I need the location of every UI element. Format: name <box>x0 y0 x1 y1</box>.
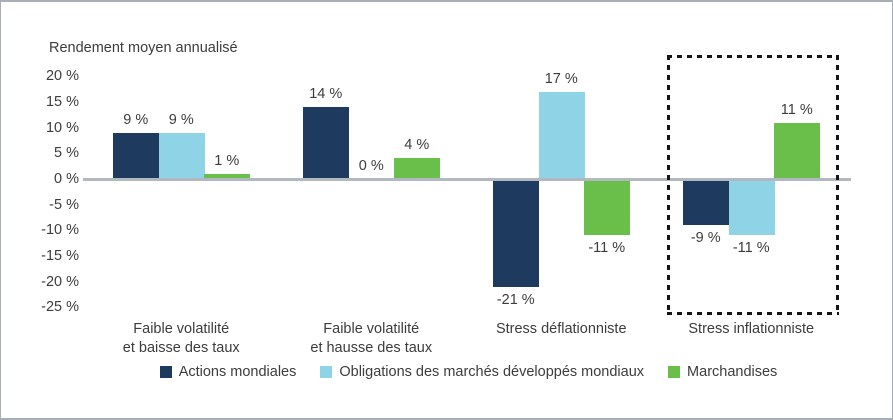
bar-value-label: -11 % <box>588 240 626 257</box>
legend-item: Obligations des marchés développés mondi… <box>320 364 644 380</box>
legend-label: Obligations des marchés développés mondi… <box>339 364 645 380</box>
bar-value-label: 14 % <box>309 86 343 103</box>
x-axis-category-label-line: Stress déflationniste <box>495 321 627 337</box>
chart-title: Rendement moyen annualisé <box>49 40 238 56</box>
legend-label: Marchandises <box>687 364 778 380</box>
y-axis-tick-label: -10 % <box>41 222 79 239</box>
y-axis-tick-label: 5 % <box>54 145 79 162</box>
x-axis-category-label: Faible volatilité et hausse des taux <box>261 320 481 358</box>
legend-label: Actions mondiales <box>178 364 297 380</box>
legend-swatch-icon <box>320 366 333 378</box>
bar-value-label: 9 % <box>168 111 194 128</box>
y-axis-tick-label: -20 % <box>41 273 79 290</box>
x-axis-category-label: Stress inflationniste <box>641 320 861 339</box>
y-axis-tick-label: -5 % <box>49 196 79 213</box>
x-axis-category-label: Faible volatilité et baisse des taux <box>71 320 291 358</box>
bar-value-label: 0 % <box>358 158 384 174</box>
legend-item: Marchandises <box>668 364 777 380</box>
highlight-box-top <box>667 55 839 58</box>
bar-obligations-des-march-s-d-velopp-s-mondiaux-cat3 <box>539 91 585 179</box>
y-axis-tick-label: 0 % <box>54 171 79 187</box>
bar-marchandises-cat4 <box>774 122 820 179</box>
legend-swatch-icon <box>668 366 681 378</box>
legend-item: Actions mondiales <box>159 364 297 380</box>
x-axis-category-label: Stress déflationniste <box>451 320 671 339</box>
highlight-box-bottom <box>667 312 839 315</box>
x-axis-category-label-line: et hausse des taux <box>310 340 433 356</box>
highlight-box-left <box>667 55 670 315</box>
y-axis-tick-label: 10 % <box>45 119 79 136</box>
bar-marchandises-cat2 <box>394 158 440 179</box>
bar-actions-mondiales-cat1 <box>113 132 159 179</box>
bar-marchandises-cat1 <box>204 173 250 179</box>
legend: Actions mondiales Obligations des marchés… <box>86 364 851 380</box>
bar-value-label: -9 % <box>690 230 721 247</box>
y-axis-tick-label: -25 % <box>41 299 79 316</box>
bar-value-label: 1 % <box>214 152 240 169</box>
bar-marchandises-cat3 <box>584 179 630 236</box>
bar-value-label: 9 % <box>123 111 149 128</box>
bar-value-label: 17 % <box>544 70 578 87</box>
x-axis-category-label-line: et baisse des taux <box>122 340 240 356</box>
bar-value-label: 4 % <box>404 137 430 154</box>
y-axis-tick-label: 20 % <box>45 68 79 85</box>
y-axis-tick-label: 15 % <box>45 94 79 110</box>
bar-actions-mondiales-cat4 <box>683 179 729 226</box>
y-axis-tick-label: -15 % <box>41 247 79 264</box>
bar-obligations-des-march-s-d-velopp-s-mondiaux-cat1 <box>159 132 205 179</box>
bar-value-label: -11 % <box>732 240 770 257</box>
bar-actions-mondiales-cat3 <box>493 179 539 287</box>
bar-actions-mondiales-cat2 <box>303 107 349 179</box>
highlight-box-right <box>836 55 839 315</box>
x-axis-category-label-line: Faible volatilité <box>323 321 420 337</box>
bar-obligations-des-march-s-d-velopp-s-mondiaux-cat4 <box>729 179 775 236</box>
x-axis-category-label-line: Stress inflationniste <box>688 321 815 337</box>
x-axis-category-label-line: Faible volatilité <box>133 321 230 337</box>
bar-value-label: -21 % <box>496 291 535 308</box>
bar-value-label: 11 % <box>780 101 813 118</box>
zero-axis-line <box>83 178 851 181</box>
legend-swatch-icon <box>159 366 172 378</box>
